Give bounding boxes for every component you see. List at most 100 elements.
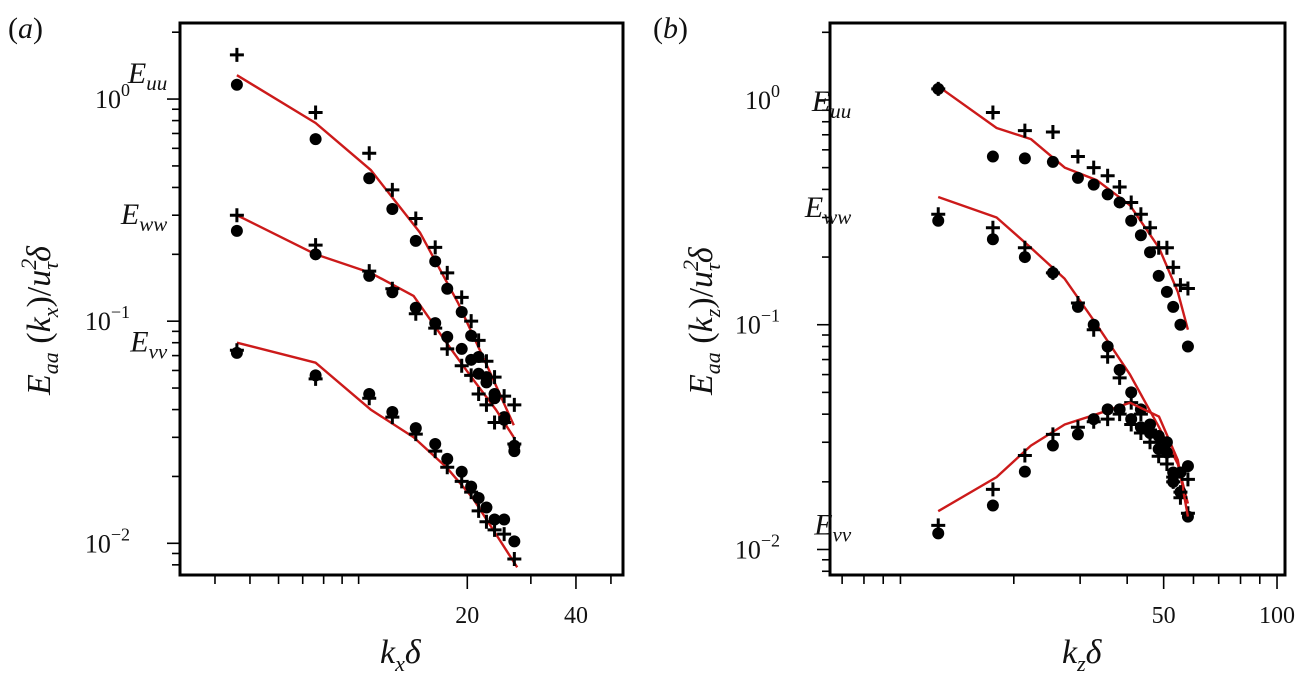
plus-marker [362, 264, 377, 279]
dot-marker [1087, 178, 1100, 191]
dot-marker [1046, 155, 1059, 168]
plus-marker [408, 211, 423, 226]
dot-marker [441, 452, 454, 465]
plus-marker [1180, 281, 1195, 296]
dot-marker [1181, 340, 1194, 353]
plus-marker [1017, 123, 1032, 138]
plus-marker [1070, 149, 1085, 164]
x-tick-label: 20 [455, 603, 479, 629]
plus-marker [497, 527, 512, 542]
y-axis-ticks-a: 100 10−1 10−2 [85, 31, 180, 566]
dot-marker [465, 329, 478, 342]
dot-marker [309, 248, 322, 261]
panel-label-a: (a) [8, 12, 43, 45]
plus-marker [454, 474, 469, 489]
plus-marker [428, 240, 443, 255]
series-label-ww: Eww [804, 191, 851, 229]
plot-frame-a [178, 21, 625, 577]
plus-marker [385, 281, 400, 296]
dot-marker [1018, 465, 1031, 478]
dot-marker [986, 233, 999, 246]
data-layer-b [931, 81, 1195, 540]
series-label-vv: Evv [813, 508, 852, 546]
plus-marker [1166, 474, 1181, 489]
plus-marker [440, 265, 455, 280]
dot-marker [455, 465, 468, 478]
plus-marker [464, 485, 479, 500]
plus-marker [985, 482, 1000, 497]
dot-marker [508, 535, 521, 548]
plus-marker [1045, 125, 1060, 140]
plus-marker [931, 207, 946, 222]
dot-marker [1160, 285, 1173, 298]
x-axis-ticks-b: 50 100 [841, 575, 1295, 629]
series-label-uu: Euu [127, 57, 167, 95]
plus-marker [1100, 349, 1115, 364]
plus-marker [471, 387, 486, 402]
dot-marker [1101, 340, 1114, 353]
plus-marker [1086, 414, 1101, 429]
dot-marker [1071, 171, 1084, 184]
dot-marker [1160, 436, 1173, 449]
dot-marker [1101, 188, 1114, 201]
plus-marker [1070, 420, 1085, 435]
plus-marker [931, 81, 946, 96]
plus-marker [1086, 160, 1101, 175]
series-vv [229, 341, 522, 568]
dot-marker [1152, 269, 1165, 282]
plus-marker [440, 341, 455, 356]
plus-marker [1100, 412, 1115, 427]
plus-marker [1017, 240, 1032, 255]
plus-marker [1124, 195, 1139, 210]
plus-marker [1112, 407, 1127, 422]
plus-marker [385, 182, 400, 197]
plus-marker [1133, 207, 1148, 222]
dot-marker [472, 491, 485, 504]
dot-marker [1046, 439, 1059, 452]
dot-marker [480, 376, 493, 389]
dot-marker [1134, 229, 1147, 242]
plus-marker [1086, 322, 1101, 337]
series-uu [931, 81, 1195, 353]
plus-marker [1133, 407, 1148, 422]
plus-marker [507, 397, 522, 412]
model-line-ww [937, 195, 1190, 504]
dot-marker [409, 234, 422, 247]
y-axis-ticks-b: 100 10−1 10−2 [735, 31, 830, 573]
plus-marker [1124, 417, 1139, 432]
plus-marker [985, 105, 1000, 120]
panel-label-b: (b) [653, 12, 688, 45]
plus-marker [308, 371, 323, 386]
plus-marker [1159, 457, 1174, 472]
dot-marker [309, 133, 322, 146]
plus-marker [1166, 260, 1181, 275]
plus-marker [507, 551, 522, 566]
data-layer-a [229, 47, 522, 568]
dot-marker [1181, 460, 1194, 473]
y-tick-label: 10−1 [85, 302, 130, 336]
plus-marker [1112, 370, 1127, 385]
y-tick-label: 10−2 [85, 524, 130, 558]
plus-marker [487, 522, 502, 537]
series-ww [229, 208, 522, 458]
plus-marker [497, 415, 512, 430]
series-ww [931, 195, 1195, 523]
x-axis-title-a: kxδ [380, 634, 422, 676]
plus-marker [308, 238, 323, 253]
y-tick-label: 100 [95, 80, 130, 114]
plus-marker [362, 391, 377, 406]
series-labels-a: Euu Eww Evv [120, 57, 168, 364]
dot-marker [363, 172, 376, 185]
series-label-uu: Euu [811, 85, 851, 123]
x-axis-ticks-a: 20 40 [214, 575, 612, 629]
model-line-uu [236, 74, 515, 426]
plus-marker [229, 208, 244, 223]
dot-marker [498, 513, 511, 526]
plus-marker [440, 460, 455, 475]
x-tick-label: 50 [1152, 603, 1176, 629]
plus-marker [1070, 295, 1085, 310]
plus-marker [428, 321, 443, 336]
plus-marker [229, 47, 244, 62]
